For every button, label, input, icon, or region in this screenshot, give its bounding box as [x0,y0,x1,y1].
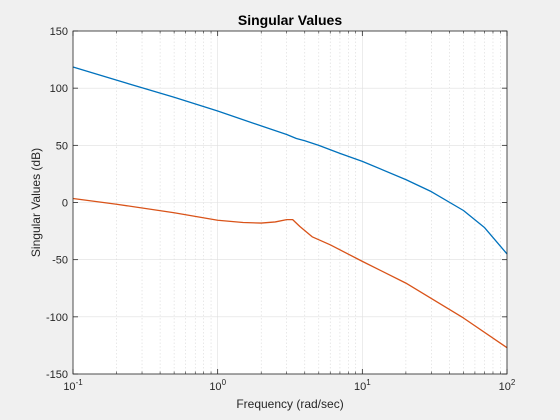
y-axis-label: Singular Values (dB) [29,148,43,257]
y-tick-label: -50 [52,255,68,267]
y-tick-label: 0 [62,198,68,210]
ticks: 10-1 100 101 102 150 100 50 0 -50 -100 -150 [46,26,516,393]
x-tick-label: 102 [499,378,516,393]
x-axis-label: Frequency (rad/sec) [236,397,343,411]
series-line-2 [72,197,508,349]
y-tick-label: -150 [46,369,68,381]
series-group [72,66,508,349]
y-tick-label: -100 [46,312,68,324]
y-tick-label: 150 [50,26,68,38]
x-tick-label: 101 [354,378,371,393]
x-tick-label: 100 [209,378,226,393]
y-tick-label: 50 [56,140,68,152]
series-line-1 [72,66,508,255]
x-tick-label: 10-1 [63,378,83,393]
chart-title: Singular Values [238,12,342,28]
y-tick-label: 100 [50,83,68,95]
